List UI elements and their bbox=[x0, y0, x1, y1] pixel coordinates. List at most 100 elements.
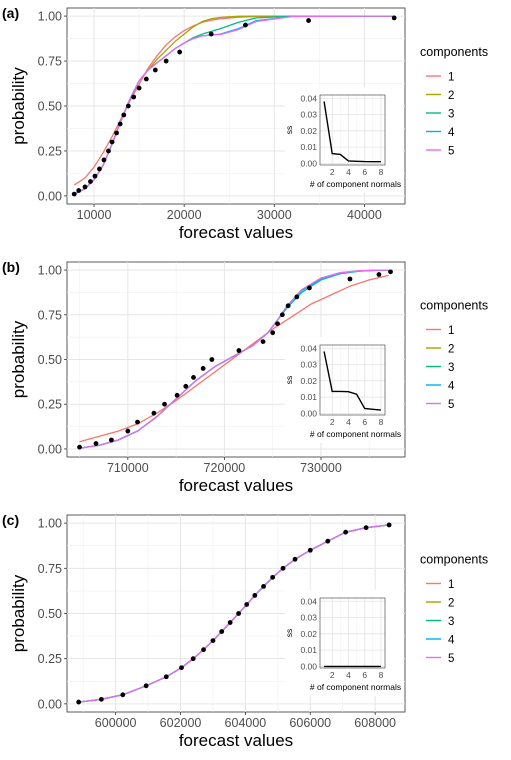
inset-y-tick-label: 0.01 bbox=[300, 142, 317, 152]
legend-label-3: 3 bbox=[448, 362, 454, 374]
data-point bbox=[98, 696, 104, 702]
data-point bbox=[163, 674, 169, 680]
inset-x-axis-title: # of component normals bbox=[310, 682, 401, 692]
data-points bbox=[76, 522, 392, 705]
data-point bbox=[388, 269, 393, 275]
inset-y-tick-label: 0.04 bbox=[300, 596, 317, 606]
y-axis: 0.00 0.25 0.50 0.75 1.00 bbox=[38, 10, 67, 203]
data-point bbox=[307, 547, 313, 553]
x-tick-label: 730000 bbox=[300, 461, 342, 475]
inset-x-axis-title: # of component normals bbox=[310, 429, 401, 439]
data-point bbox=[190, 656, 196, 662]
data-point bbox=[135, 419, 140, 425]
chart-panel-2: 710000 720000 730000 0.00 0.25 0.50 0.75 1.00 fo… bbox=[2, 259, 488, 495]
inset-chart: 2 4 6 8 0.00 0.01 0.02 0.03 0.04 # of component n… bbox=[284, 337, 403, 443]
inset-y-tick-label: 0.00 bbox=[300, 661, 317, 671]
series-lines bbox=[73, 15, 395, 195]
inset-y-tick-label: 0.03 bbox=[300, 613, 317, 623]
y-tick-label: 0.25 bbox=[38, 652, 62, 666]
data-point bbox=[279, 312, 285, 318]
data-point bbox=[121, 112, 127, 118]
data-point bbox=[306, 285, 312, 291]
y-axis: 0.00 0.25 0.50 0.75 1.00 bbox=[38, 517, 67, 711]
data-point bbox=[106, 148, 111, 154]
legend-label-1: 1 bbox=[448, 579, 454, 591]
inset-gridlines bbox=[320, 95, 385, 165]
data-point bbox=[143, 683, 149, 689]
inset-y-tick-label: 0.02 bbox=[300, 376, 317, 386]
x-tick-label: 40000 bbox=[347, 208, 382, 222]
data-point bbox=[174, 392, 180, 398]
data-point bbox=[244, 602, 250, 607]
data-point bbox=[131, 94, 137, 100]
data-point bbox=[227, 620, 233, 625]
x-axis: 600000 602000 604000 606000 608000 bbox=[95, 712, 396, 730]
legend-title: components bbox=[420, 45, 488, 59]
data-point bbox=[97, 166, 102, 172]
inset-y-axis-title: ss bbox=[284, 629, 294, 638]
data-point bbox=[261, 583, 266, 589]
series-line-5 bbox=[73, 15, 395, 195]
data-point bbox=[143, 76, 149, 82]
inset-x-tick-label: 4 bbox=[346, 417, 351, 427]
data-point bbox=[252, 593, 258, 598]
y-tick-label: 0.00 bbox=[38, 697, 62, 711]
data-point bbox=[306, 18, 311, 23]
inset-y-axis-title: ss bbox=[284, 126, 294, 135]
data-point bbox=[386, 522, 392, 528]
data-point bbox=[201, 647, 206, 653]
inset-y-tick-label: 0.04 bbox=[300, 93, 317, 103]
legend-label-2: 2 bbox=[448, 90, 454, 102]
data-point bbox=[125, 103, 131, 109]
series-line-5 bbox=[79, 269, 389, 449]
inset-x-tick-label: 4 bbox=[346, 167, 351, 177]
data-point bbox=[71, 191, 77, 197]
legend-label-4: 4 bbox=[448, 635, 455, 647]
data-point bbox=[183, 383, 189, 389]
inset-plot-area bbox=[319, 597, 386, 669]
data-point bbox=[151, 410, 157, 416]
y-tick-label: 0.25 bbox=[38, 144, 62, 158]
x-tick-label: 606000 bbox=[289, 716, 331, 730]
data-point bbox=[285, 303, 291, 309]
data-point bbox=[208, 31, 214, 37]
data-point bbox=[136, 85, 142, 91]
data-point bbox=[343, 529, 349, 535]
y-tick-label: 0.50 bbox=[38, 607, 62, 621]
legend-label-2: 2 bbox=[448, 344, 454, 356]
inset-x-tick-label: 6 bbox=[362, 417, 367, 427]
inset-y-tick-label: 0.04 bbox=[300, 343, 317, 353]
inset-y-tick-label: 0.01 bbox=[300, 392, 317, 402]
data-point bbox=[77, 444, 82, 450]
data-point bbox=[76, 188, 82, 193]
inset-y-axis-title: ss bbox=[284, 376, 294, 385]
y-tick-label: 1.00 bbox=[38, 264, 62, 278]
legend: components 1 2 3 4 5 bbox=[420, 45, 488, 158]
x-tick-label: 720000 bbox=[204, 461, 246, 475]
inset-x-tick-label: 4 bbox=[346, 670, 351, 680]
y-axis-title: probability bbox=[9, 67, 28, 145]
data-point bbox=[177, 49, 183, 55]
inset-background bbox=[285, 337, 403, 443]
y-tick-label: 0.25 bbox=[38, 398, 62, 412]
panel-label: (a) bbox=[2, 5, 19, 21]
inset-plot-area bbox=[319, 344, 386, 416]
legend-label-3: 3 bbox=[448, 616, 454, 628]
data-points bbox=[77, 269, 393, 450]
data-point bbox=[88, 179, 93, 184]
x-axis-title: forecast values bbox=[179, 476, 293, 495]
data-point bbox=[243, 22, 248, 28]
data-point bbox=[260, 339, 266, 345]
legend-title: components bbox=[420, 299, 488, 313]
inset-y-tick-label: 0.03 bbox=[300, 360, 317, 370]
legend-label-2: 2 bbox=[448, 598, 454, 610]
y-axis-title: probability bbox=[9, 320, 28, 398]
legend-label-5: 5 bbox=[448, 146, 454, 158]
y-tick-label: 0.50 bbox=[38, 100, 62, 114]
inset-chart: 2 4 6 8 0.00 0.01 0.02 0.03 0.04 # of component n… bbox=[284, 87, 403, 193]
inset-y-tick-label: 0.01 bbox=[300, 645, 317, 655]
inset-x-tick-label: 2 bbox=[330, 670, 335, 680]
data-point bbox=[275, 321, 280, 327]
inset-x-tick-label: 6 bbox=[362, 167, 367, 177]
legend-label-1: 1 bbox=[448, 325, 454, 337]
